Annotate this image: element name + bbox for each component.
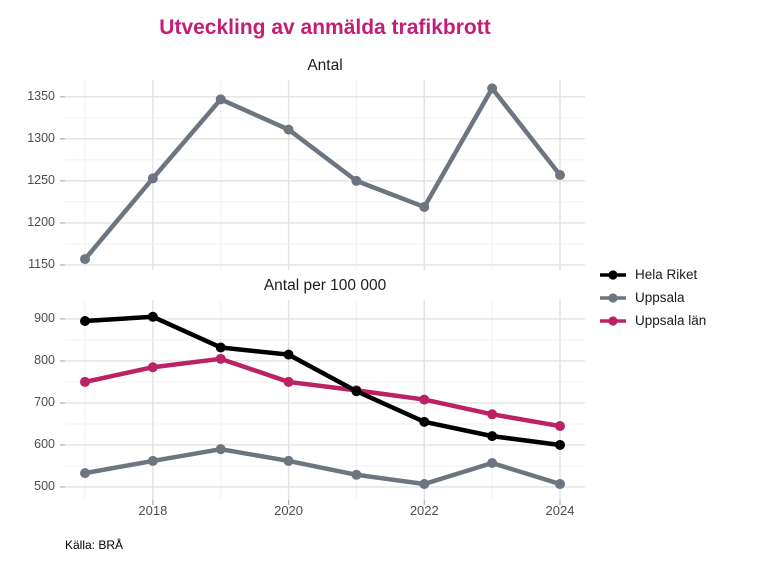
series-line-uppsala-lan [84,356,561,429]
antal-per-100000-line-chart [60,300,585,505]
antal-line-chart [60,80,585,270]
data-point-uppsala-2024 [555,479,565,490]
y-tick-label-500: 500 [34,479,55,494]
chart-title: Utveckling av anmälda trafikbrott [159,16,491,39]
series-line-uppsala [83,86,562,261]
data-point-uppsala-2018 [147,173,158,184]
panel-antal-per-100000-subtitle: Antal per 100 000 [263,277,387,294]
y-tick-label-1350: 1350 [27,89,55,104]
y-tick-label-1300: 1300 [27,131,55,146]
data-point-hela-riket-2022 [419,416,430,427]
data-point-uppsala-2020 [283,455,294,466]
legend-item-label: Uppsala [635,290,685,305]
hela-riket-legend-marker-icon [600,269,626,280]
data-point-uppsala-2020 [283,124,294,135]
data-point-hela-riket-2017 [80,316,90,327]
legend-item-label: Uppsala län [635,313,707,328]
data-point-uppsala-2021 [351,175,362,186]
data-point-hela-riket-2023 [487,431,498,442]
data-point-uppsala-2023 [487,458,498,469]
y-tick-label-1200: 1200 [27,215,55,230]
data-point-hela-riket-2024 [555,439,565,450]
data-point-uppsala-2022 [419,479,430,490]
data-point-uppsala-2019 [215,444,226,455]
y-tick-label-700: 700 [34,395,55,410]
data-point-uppsala-lan-2017 [80,376,90,387]
x-tick-label-2022: 2022 [409,503,439,518]
legend-item-uppsala-lan: Uppsala län [598,309,706,332]
y-tick-label-800: 800 [34,353,55,368]
data-point-uppsala-2021 [351,469,362,480]
source-caption: Källa: BRÅ [65,538,124,552]
data-point-uppsala-2018 [147,455,158,466]
data-point-uppsala-2022 [419,201,430,212]
data-point-hela-riket-2019 [215,342,226,353]
y-tick-label-1250: 1250 [27,173,55,188]
panel-antal-subtitle: Antal [307,57,343,74]
data-point-uppsala-lan-2020 [283,376,294,387]
data-point-uppsala-2017 [80,254,90,265]
series-line-uppsala [84,446,561,487]
legend-item-uppsala: Uppsala [598,286,706,309]
y-tick-label-900: 900 [34,311,55,326]
data-point-uppsala-lan-2023 [487,409,498,420]
series-line-hela-riket [84,314,561,448]
data-point-uppsala-2019 [215,94,226,105]
data-point-hela-riket-2018 [147,311,158,322]
data-point-uppsala-lan-2018 [147,362,158,373]
data-point-hela-riket-2021 [351,386,362,397]
legend-item-label: Hela Riket [635,267,698,282]
legend: Hela Riket Uppsala Uppsala län [598,263,706,332]
legend-item-hela-riket: Hela Riket [598,263,706,286]
x-tick-label-2020: 2020 [274,503,304,518]
data-point-uppsala-lan-2024 [555,421,565,432]
data-point-hela-riket-2020 [283,349,294,360]
y-tick-label-1150: 1150 [28,257,55,272]
y-tick-label-600: 600 [34,437,55,452]
x-tick-label-2024: 2024 [545,503,575,518]
data-point-uppsala-2017 [80,468,90,479]
uppsala-legend-marker-icon [600,292,626,303]
data-point-uppsala-2023 [487,83,498,94]
x-tick-label-2018: 2018 [138,503,168,518]
data-point-uppsala-2024 [555,170,565,180]
data-point-uppsala-lan-2019 [215,353,226,364]
data-point-uppsala-lan-2022 [419,394,430,405]
uppsala-lan-legend-marker-icon [600,315,626,326]
